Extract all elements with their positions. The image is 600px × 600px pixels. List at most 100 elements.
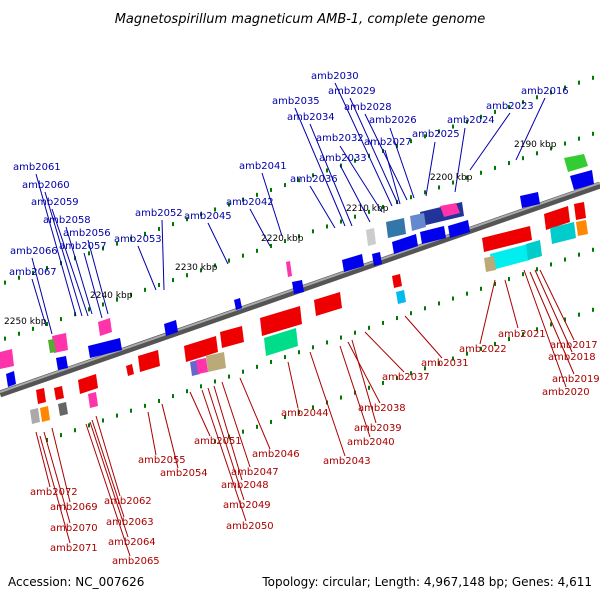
gene-label-amb2030[interactable]: amb2030 <box>311 71 359 82</box>
gene-label-amb2040[interactable]: amb2040 <box>347 437 395 448</box>
gene-label-amb2047[interactable]: amb2047 <box>231 467 279 478</box>
gene-label-amb2029[interactable]: amb2029 <box>328 86 376 97</box>
track-dot <box>102 418 104 423</box>
gene-label-amb2016[interactable]: amb2016 <box>521 86 569 97</box>
gene-label-amb2061[interactable]: amb2061 <box>13 162 61 173</box>
gene-feature-cyan <box>490 244 530 270</box>
tick-label-2210: 2210 kbp <box>346 204 389 214</box>
gene-label-amb2035[interactable]: amb2035 <box>272 96 320 107</box>
tick-labels: 2190 kbp 2200 kbp 2210 kbp 2220 kbp 2230… <box>4 140 557 327</box>
gene-label-amb2051[interactable]: amb2051 <box>194 436 242 447</box>
gene-label-amb2058[interactable]: amb2058 <box>43 215 91 226</box>
gene-label-amb2028[interactable]: amb2028 <box>344 102 392 113</box>
gene-label-amb2054[interactable]: amb2054 <box>160 468 208 479</box>
track-dot <box>242 429 244 434</box>
gene-label-amb2038[interactable]: amb2038 <box>358 403 406 414</box>
gene-label-amb2018[interactable]: amb2018 <box>548 352 596 363</box>
gene-label-amb2056[interactable]: amb2056 <box>63 228 111 239</box>
gene-label-amb2042[interactable]: amb2042 <box>226 197 274 208</box>
leader-line <box>309 185 336 229</box>
leader-line <box>207 387 245 501</box>
gene-feature-red <box>36 388 46 404</box>
gene-label-amb2026[interactable]: amb2026 <box>369 115 417 126</box>
gene-label-amb2063[interactable]: amb2063 <box>106 517 154 528</box>
gene-label-amb2053[interactable]: amb2053 <box>114 234 162 245</box>
gene-label-amb2020[interactable]: amb2020 <box>542 387 590 398</box>
leader-line <box>51 427 71 503</box>
leader-line <box>294 107 346 227</box>
gene-label-amb2036[interactable]: amb2036 <box>290 174 338 185</box>
track-dot <box>144 403 146 408</box>
gene-feature-blue <box>570 170 594 190</box>
track-dot <box>424 306 426 311</box>
leader-line <box>137 245 157 291</box>
gene-label-amb2032[interactable]: amb2032 <box>316 133 364 144</box>
track-dot <box>102 246 104 251</box>
leader-line <box>31 278 47 327</box>
gene-label-amb2060[interactable]: amb2060 <box>22 180 70 191</box>
gene-label-amb2069[interactable]: amb2069 <box>50 502 98 513</box>
tick-label-2230: 2230 kbp <box>175 263 218 273</box>
track-dot <box>298 410 300 415</box>
gene-label-amb2064[interactable]: amb2064 <box>108 537 156 548</box>
track-dot <box>382 380 384 385</box>
gene-label-amb2052[interactable]: amb2052 <box>135 208 183 219</box>
tick-label-2200: 2200 kbp <box>430 173 473 183</box>
gene-label-amb2019[interactable]: amb2019 <box>552 374 600 385</box>
gene-label-amb2055[interactable]: amb2055 <box>138 455 186 466</box>
gene-label-amb2024[interactable]: amb2024 <box>447 115 495 126</box>
track-dot <box>592 75 594 80</box>
track-dot <box>438 301 440 306</box>
gene-label-amb2045[interactable]: amb2045 <box>184 211 232 222</box>
gene-label-amb2067[interactable]: amb2067 <box>9 267 57 278</box>
gene-feature-blue <box>292 280 304 294</box>
gene-label-amb2065[interactable]: amb2065 <box>112 556 160 567</box>
forward-gene-labels: amb2016 amb2023 amb2024 amb2025 amb2026 … <box>9 71 569 278</box>
gene-label-amb2041[interactable]: amb2041 <box>239 161 287 172</box>
gene-label-amb2071[interactable]: amb2071 <box>50 543 98 554</box>
gene-label-amb2027[interactable]: amb2027 <box>364 137 412 148</box>
gene-label-amb2021[interactable]: amb2021 <box>498 329 546 340</box>
footer-topology: Topology: circular; Length: 4,967,148 bp… <box>261 575 592 589</box>
leader-line <box>529 271 575 375</box>
leader-line <box>515 97 546 161</box>
gene-feature-pink <box>52 333 68 353</box>
gene-label-amb2057[interactable]: amb2057 <box>59 241 107 252</box>
gene-label-amb2025[interactable]: amb2025 <box>412 129 460 140</box>
gene-label-amb2072[interactable]: amb2072 <box>30 487 78 498</box>
leader-line <box>85 423 131 557</box>
gene-feature-red <box>392 274 402 288</box>
gene-label-amb2070[interactable]: amb2070 <box>50 523 98 534</box>
track-dot <box>130 236 132 241</box>
track-dot <box>354 158 356 163</box>
gene-label-amb2017[interactable]: amb2017 <box>550 340 598 351</box>
leader-line <box>249 208 271 247</box>
gene-label-amb2034[interactable]: amb2034 <box>287 112 335 123</box>
gene-label-amb2048[interactable]: amb2048 <box>221 480 269 491</box>
gene-label-amb2062[interactable]: amb2062 <box>104 496 152 507</box>
track-dot <box>144 231 146 236</box>
gene-label-amb2066[interactable]: amb2066 <box>10 246 58 257</box>
leader-lines <box>31 82 575 557</box>
track-dot <box>228 374 230 379</box>
gene-label-amb2031[interactable]: amb2031 <box>421 358 469 369</box>
track-dot <box>200 268 202 273</box>
gene-label-amb2022[interactable]: amb2022 <box>459 344 507 355</box>
track-dot <box>88 423 90 428</box>
gene-label-amb2044[interactable]: amb2044 <box>281 408 329 419</box>
gene-label-amb2037[interactable]: amb2037 <box>382 372 430 383</box>
gene-label-amb2039[interactable]: amb2039 <box>354 423 402 434</box>
gene-label-amb2043[interactable]: amb2043 <box>323 456 371 467</box>
track-dot <box>452 296 454 301</box>
gene-label-amb2050[interactable]: amb2050 <box>226 521 274 532</box>
gene-label-amb2046[interactable]: amb2046 <box>252 449 300 460</box>
gene-label-amb2023[interactable]: amb2023 <box>486 101 534 112</box>
gene-label-amb2059[interactable]: amb2059 <box>31 197 79 208</box>
gene-feature-grey <box>366 228 376 246</box>
track-dot <box>466 175 468 180</box>
gene-label-amb2049[interactable]: amb2049 <box>223 500 271 511</box>
track-dot <box>32 326 34 331</box>
gene-label-amb2033[interactable]: amb2033 <box>319 153 367 164</box>
gene-feature-red <box>54 386 64 400</box>
